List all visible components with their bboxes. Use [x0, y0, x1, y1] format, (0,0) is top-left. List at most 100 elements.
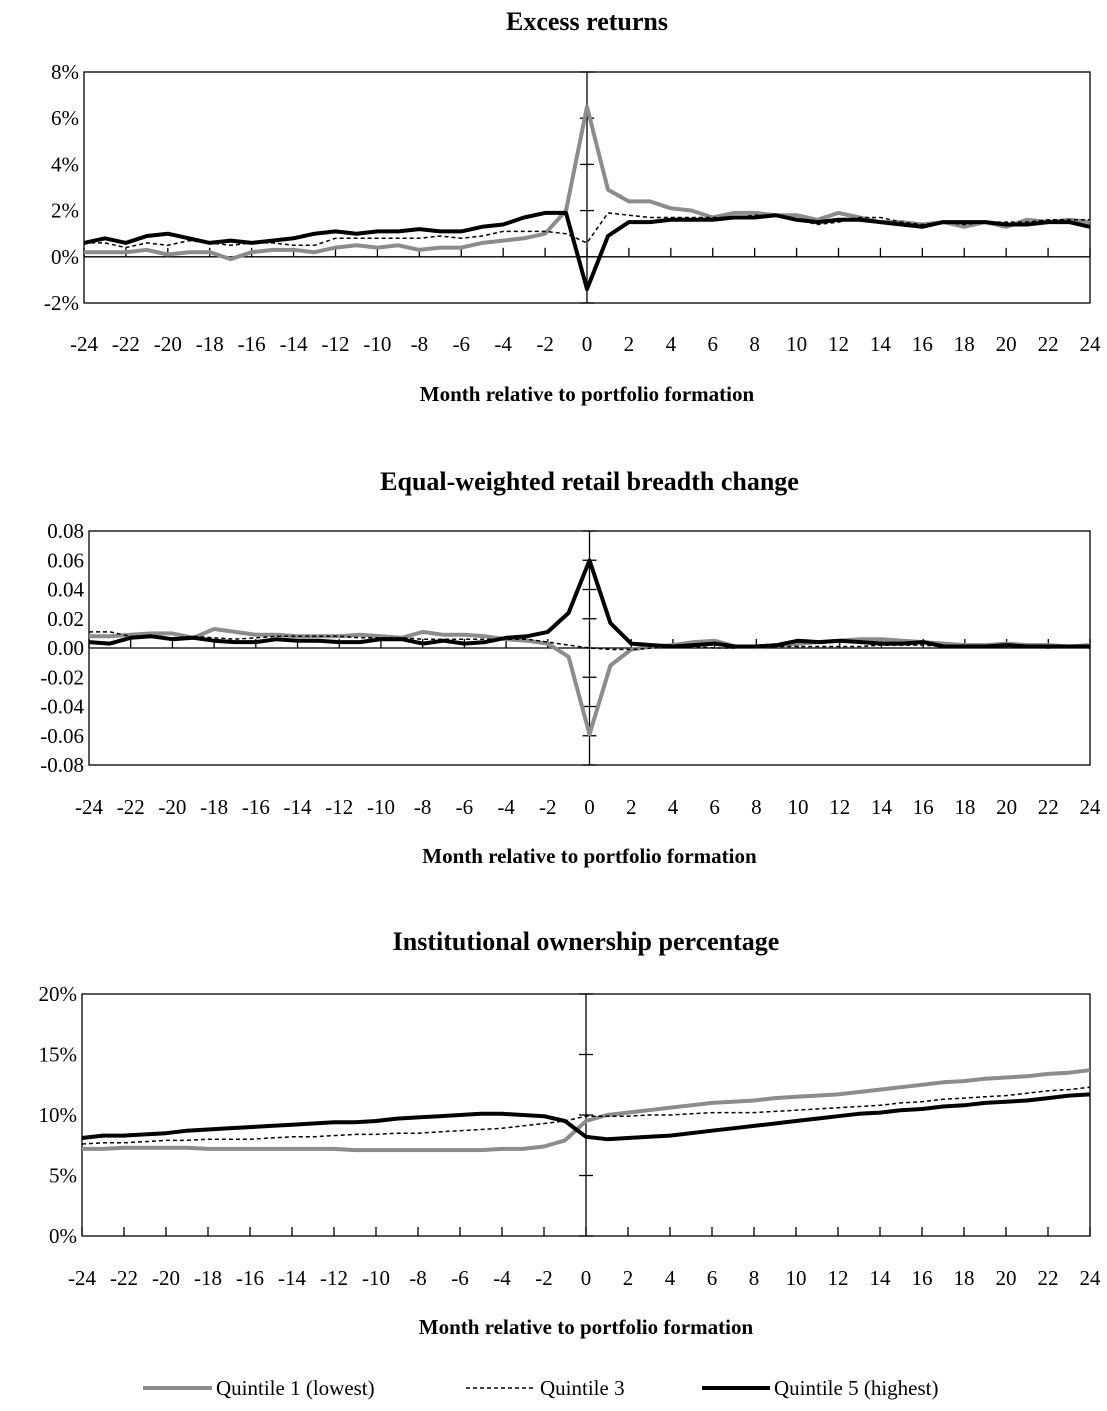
y-tick-label: 15% [39, 1043, 78, 1067]
chart-panel-1: Excess returns-24 -22 -20 -18 -16 -14 -12 -10 -8… [44, 7, 1101, 406]
y-tick-label: 6% [51, 106, 79, 130]
x-tick-label: 16 [912, 1266, 933, 1290]
x-tick-label: -10 [363, 332, 391, 356]
x-tick-label: -10 [367, 795, 395, 819]
x-tick-label: 0 [581, 1266, 592, 1290]
y-tick-label: 0% [51, 245, 79, 269]
series-line-q3 [81, 1086, 1091, 1145]
y-tick-label: 4% [51, 152, 79, 176]
x-tick-label: 24 [1080, 795, 1102, 819]
x-tick-label: 24 [1080, 1266, 1102, 1290]
x-tick-label: 6 [708, 332, 719, 356]
x-tick-label: 20 [996, 795, 1017, 819]
x-tick-label: 4 [665, 1266, 676, 1290]
x-tick-label: -22 [110, 1266, 138, 1290]
x-tick-label: -24 [70, 332, 98, 356]
y-tick-label: 0% [49, 1224, 77, 1248]
x-tick-label: -6 [453, 332, 471, 356]
y-tick-label: 2% [51, 199, 79, 223]
series-line-q5 [81, 1092, 1091, 1142]
x-tick-label: -20 [152, 1266, 180, 1290]
y-tick-label: -2% [44, 291, 79, 315]
x-tick-label: 2 [626, 795, 637, 819]
x-tick-label: -2 [535, 1266, 553, 1290]
y-tick-label: 5% [49, 1164, 77, 1188]
x-tick-label: -14 [278, 1266, 306, 1290]
y-tick-label: 0.06 [47, 548, 84, 572]
x-tick-label: 12 [828, 332, 849, 356]
x-axis-label: Month relative to portfolio formation [422, 844, 757, 868]
legend-label-q3: Quintile 3 [540, 1376, 625, 1400]
x-tick-label: 0 [582, 332, 593, 356]
x-tick-label: 8 [751, 795, 762, 819]
x-tick-label: -24 [75, 795, 103, 819]
x-tick-label: -4 [494, 332, 512, 356]
series-line-q1 [82, 1068, 1091, 1153]
x-tick-label: 2 [624, 332, 635, 356]
x-tick-label: 24 [1080, 332, 1102, 356]
x-tick-label: -16 [242, 795, 270, 819]
x-tick-label: -22 [112, 332, 140, 356]
y-tick-label: -0.04 [40, 695, 84, 719]
legend-label-q1: Quintile 1 (lowest) [216, 1376, 375, 1400]
x-tick-label: -20 [158, 795, 186, 819]
x-axis-label: Month relative to portfolio formation [419, 1315, 754, 1339]
x-tick-label: -8 [414, 795, 432, 819]
x-tick-label: -12 [325, 795, 353, 819]
x-tick-label: -12 [322, 332, 350, 356]
x-tick-label: 16 [913, 795, 934, 819]
y-tick-label: 10% [39, 1103, 78, 1127]
x-tick-label: 6 [707, 1266, 718, 1290]
y-tick-label: 0.04 [47, 578, 84, 602]
x-tick-label: 6 [709, 795, 720, 819]
x-tick-label: 10 [786, 332, 807, 356]
y-tick-label: 0.02 [47, 607, 84, 631]
x-tick-label: 10 [788, 795, 809, 819]
x-tick-label: 12 [829, 795, 850, 819]
x-tick-label: -16 [238, 332, 266, 356]
x-tick-label: -18 [194, 1266, 222, 1290]
chart-panel-3: Institutional ownership percentage-24 -22… [39, 927, 1102, 1339]
x-tick-label: 4 [668, 795, 679, 819]
legend-label-q5: Quintile 5 (highest) [774, 1376, 938, 1400]
series-line-q3 [89, 631, 1091, 651]
series-line-q5 [88, 558, 1090, 649]
x-tick-label: 2 [623, 1266, 634, 1290]
x-tick-label: -2 [539, 795, 557, 819]
x-tick-label: 20 [996, 332, 1017, 356]
series-line-q5 [83, 210, 1091, 292]
x-tick-label: -4 [493, 1266, 511, 1290]
x-tick-label: 18 [954, 1266, 975, 1290]
x-tick-label: 22 [1038, 332, 1059, 356]
x-tick-label: -8 [409, 1266, 427, 1290]
x-tick-label: 14 [870, 332, 892, 356]
x-tick-label: -12 [320, 1266, 348, 1290]
y-tick-label: -0.02 [40, 665, 84, 689]
x-tick-label: 14 [871, 795, 893, 819]
x-tick-label: 16 [912, 332, 933, 356]
x-tick-label: 18 [954, 332, 975, 356]
y-tick-label: 0.08 [47, 519, 84, 543]
x-tick-label: -6 [456, 795, 474, 819]
legend: Quintile 1 (lowest) Quintile 3 Quintile 5 … [143, 1376, 938, 1400]
chart-title: Excess returns [506, 7, 668, 36]
x-tick-label: -20 [154, 332, 182, 356]
y-tick-label: 0.00 [47, 636, 84, 660]
y-tick-label: 20% [39, 982, 78, 1006]
x-axis-label: Month relative to portfolio formation [420, 382, 755, 406]
x-tick-label: -18 [196, 332, 224, 356]
x-tick-label: 22 [1038, 1266, 1059, 1290]
x-tick-label: -16 [236, 1266, 264, 1290]
x-tick-label: 12 [828, 1266, 849, 1290]
x-tick-label: -24 [68, 1266, 96, 1290]
x-tick-label: -14 [280, 332, 308, 356]
x-tick-label: 20 [996, 1266, 1017, 1290]
x-tick-label: 4 [666, 332, 677, 356]
x-tick-label: 10 [786, 1266, 807, 1290]
chart-title: Equal-weighted retail breadth change [380, 467, 799, 496]
chart-title: Institutional ownership percentage [393, 927, 780, 956]
x-tick-label: 0 [584, 795, 595, 819]
y-tick-label: 8% [51, 60, 79, 84]
chart-panel-2: Equal-weighted retail breadth change-24-… [40, 467, 1101, 868]
